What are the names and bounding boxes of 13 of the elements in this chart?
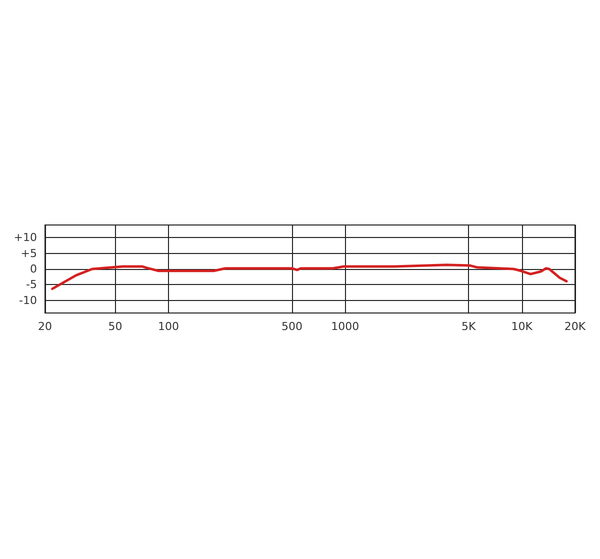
x-tick-label: 20K	[564, 320, 586, 333]
y-tick-label: -5	[26, 278, 37, 292]
y-tick-label: +10	[14, 231, 37, 244]
x-tick-label: 20	[38, 320, 52, 333]
x-tick-label: 100	[158, 320, 179, 333]
x-tick-label: 1000	[331, 320, 360, 333]
y-tick-label: 0	[30, 262, 37, 276]
y-tick-label: -10	[19, 294, 37, 307]
x-tick-label: 500	[281, 320, 302, 333]
x-tick-label: 5K	[462, 320, 477, 333]
x-tick-label: 50	[108, 320, 122, 333]
x-tick-label: 10K	[511, 320, 534, 333]
y-tick-label: +5	[20, 246, 37, 260]
